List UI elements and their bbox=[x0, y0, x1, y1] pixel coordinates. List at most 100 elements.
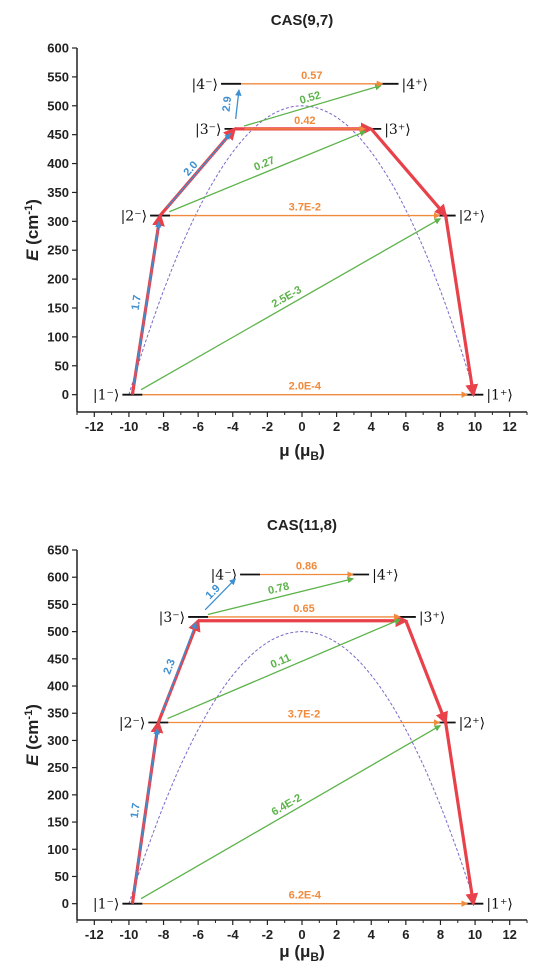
y-axis-label: E (cm-1) bbox=[23, 704, 42, 766]
transition-arrow-blue bbox=[234, 89, 242, 120]
x-tick-label: -2 bbox=[262, 927, 274, 942]
transition-arrow-green bbox=[207, 576, 354, 616]
x-tick-label: 12 bbox=[502, 927, 516, 942]
y-tick-label: 400 bbox=[47, 156, 69, 171]
transition-value-label: 2.3 bbox=[161, 657, 178, 676]
y-tick-label: 250 bbox=[47, 243, 69, 258]
x-tick-label: -12 bbox=[85, 419, 104, 434]
x-tick-label: -10 bbox=[120, 419, 139, 434]
y-tick-label: 300 bbox=[47, 733, 69, 748]
x-tick-label: 6 bbox=[402, 927, 409, 942]
y-tick-label: 600 bbox=[47, 41, 69, 56]
transition-arrow-green bbox=[167, 618, 401, 720]
y-tick-label: 0 bbox=[62, 896, 69, 911]
state-label: |1⁻⟩ bbox=[93, 388, 119, 404]
transition-arrow-blue bbox=[133, 220, 162, 385]
y-tick-label: 150 bbox=[47, 301, 69, 316]
y-tick-label: 350 bbox=[47, 706, 69, 721]
chart-panel-cas-9-7: CAS(9,7) -12 -10 -8 -6 -4 -2 0 2 4 6 8 10 12 0 50 100 150… bbox=[23, 12, 528, 463]
transition-value-label: 2.0 bbox=[181, 159, 200, 178]
x-tick-label: -4 bbox=[227, 927, 239, 942]
x-tick-label: 6 bbox=[402, 419, 409, 434]
transition-value-label: 0.52 bbox=[298, 89, 322, 107]
y-tick-label: 650 bbox=[47, 543, 69, 558]
transition-value-label: 1.7 bbox=[129, 802, 143, 819]
transition-value-label: 6.2E-4 bbox=[289, 890, 322, 902]
state-label: |2⁺⟩ bbox=[459, 209, 485, 225]
dashed-parabola bbox=[128, 105, 476, 395]
x-tick-label: 12 bbox=[502, 419, 516, 434]
transition-arrow-green bbox=[169, 130, 367, 213]
state-label: |4⁺⟩ bbox=[402, 77, 428, 93]
dashed-parabola bbox=[128, 631, 476, 904]
transition-value-label: 0.42 bbox=[294, 115, 315, 127]
transition-value-label: 0.57 bbox=[301, 70, 322, 82]
transition-arrow-green bbox=[140, 724, 442, 900]
transition-arrow-blue bbox=[166, 132, 232, 209]
y-tick-label: 100 bbox=[47, 842, 69, 857]
relaxation-arrow bbox=[444, 722, 479, 907]
state-label: |1⁻⟩ bbox=[93, 897, 119, 913]
transition-value-label: 0.11 bbox=[269, 652, 293, 671]
relaxation-arrow bbox=[404, 620, 448, 725]
x-tick-label: -4 bbox=[227, 419, 239, 434]
relaxation-arrow bbox=[444, 215, 479, 398]
y-tick-label: 50 bbox=[55, 358, 69, 373]
chart-panel-cas-11-8: CAS(11,8) -12 -10 -8 -6 -4 -2 0 2 4 6 8 10 12 0 50 100 15… bbox=[23, 517, 528, 961]
relaxation-arrow bbox=[370, 127, 448, 218]
x-tick-label: 8 bbox=[437, 927, 444, 942]
transition-arrow-blue bbox=[133, 727, 160, 894]
state-label: |1⁺⟩ bbox=[486, 897, 512, 913]
x-tick-label: -2 bbox=[262, 419, 274, 434]
x-tick-label: 4 bbox=[368, 927, 376, 942]
transition-value-label: 0.65 bbox=[293, 603, 314, 615]
transition-value-label: 0.86 bbox=[296, 560, 317, 572]
state-label: |2⁻⟩ bbox=[119, 715, 145, 731]
y-tick-label: 200 bbox=[47, 787, 69, 802]
transition-value-label: 1.9 bbox=[204, 583, 223, 602]
state-label: |3⁻⟩ bbox=[195, 122, 221, 138]
state-label: |4⁺⟩ bbox=[372, 567, 398, 583]
x-tick-label: -8 bbox=[158, 419, 170, 434]
transition-value-label: 2.0E-4 bbox=[289, 381, 322, 393]
y-tick-label: 500 bbox=[47, 98, 69, 113]
y-tick-label: 0 bbox=[62, 387, 69, 402]
x-tick-label: 0 bbox=[298, 927, 305, 942]
transition-value-label: 0.78 bbox=[267, 580, 291, 597]
chart-title: CAS(11,8) bbox=[267, 517, 337, 534]
transition-arrow-blue bbox=[204, 578, 236, 611]
transition-value-label: 2.9 bbox=[221, 96, 235, 113]
transition-value-label: 0.27 bbox=[252, 154, 276, 173]
x-tick-label: 10 bbox=[468, 419, 482, 434]
y-tick-label: 350 bbox=[47, 185, 69, 200]
x-tick-label: 8 bbox=[437, 419, 444, 434]
x-axis-label: μ (μB) bbox=[279, 441, 325, 463]
state-label: |3⁺⟩ bbox=[384, 122, 410, 138]
state-label: |2⁻⟩ bbox=[121, 209, 147, 225]
transition-arrow-blue bbox=[161, 621, 198, 714]
y-tick-label: 150 bbox=[47, 815, 69, 830]
y-tick-label: 600 bbox=[47, 570, 69, 585]
x-tick-label: -10 bbox=[120, 927, 139, 942]
state-label: |2⁺⟩ bbox=[459, 715, 485, 731]
chart-title: CAS(9,7) bbox=[271, 12, 334, 29]
x-tick-label: 2 bbox=[333, 419, 340, 434]
y-tick-label: 450 bbox=[47, 651, 69, 666]
y-tick-label: 250 bbox=[47, 760, 69, 775]
y-axis-label: E (cm-1) bbox=[23, 199, 42, 261]
y-tick-label: 550 bbox=[47, 597, 69, 612]
y-tick-label: 400 bbox=[47, 679, 69, 694]
state-label: |4⁻⟩ bbox=[192, 77, 218, 93]
y-tick-label: 50 bbox=[55, 869, 69, 884]
x-tick-label: -6 bbox=[192, 927, 204, 942]
x-tick-label: 10 bbox=[468, 927, 482, 942]
x-tick-label: -8 bbox=[158, 927, 170, 942]
y-tick-label: 100 bbox=[47, 329, 69, 344]
y-tick-label: 450 bbox=[47, 127, 69, 142]
x-tick-label: -12 bbox=[85, 927, 104, 942]
x-axis-label: μ (μB) bbox=[279, 942, 325, 961]
y-tick-label: 300 bbox=[47, 214, 69, 229]
x-tick-label: -6 bbox=[192, 419, 204, 434]
transition-arrow-green bbox=[243, 84, 382, 127]
